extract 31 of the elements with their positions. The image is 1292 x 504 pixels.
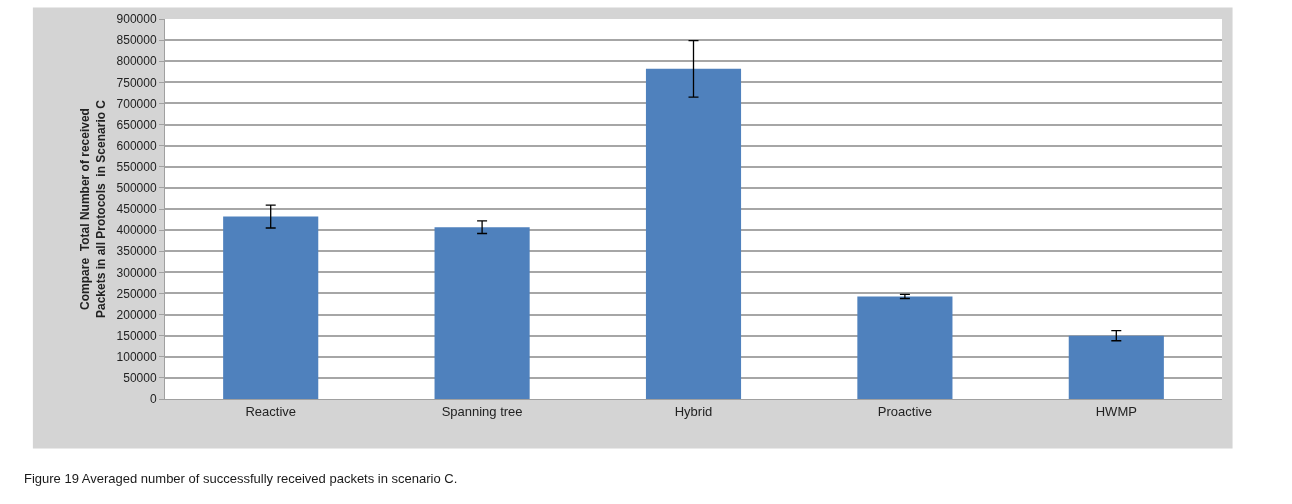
- x-tick-label: Reactive: [245, 403, 296, 419]
- bar: [1068, 335, 1164, 399]
- caption: Figure 19 Averaged number of successfully received packets in scenario C.: [24, 471, 458, 486]
- y-tick-label: 250000: [116, 286, 157, 301]
- y-tick-label: 650000: [116, 117, 157, 132]
- y-tick-label: 0: [149, 392, 157, 407]
- y-tick-label: 400000: [116, 223, 157, 238]
- y-tick-label: 700000: [116, 96, 157, 111]
- x-tick-label: HWMP: [1095, 403, 1137, 419]
- y-tick-label: 850000: [116, 33, 157, 48]
- bar: [857, 296, 953, 399]
- y-tick-label: 300000: [116, 265, 157, 280]
- y-tick-label: 800000: [116, 54, 157, 69]
- y-tick-label: 600000: [116, 138, 157, 153]
- x-tick-label: Spanning tree: [441, 403, 523, 419]
- y-tick-label: 100000: [116, 349, 157, 364]
- y-tick-label: 350000: [116, 244, 157, 259]
- bar: [645, 68, 742, 399]
- y-tick-label: 750000: [116, 75, 157, 90]
- y-tick-label: 150000: [116, 328, 157, 343]
- y-tick-label: 550000: [116, 159, 157, 174]
- y-tick-label: 50000: [123, 371, 157, 386]
- x-tick-label: Hybrid: [674, 403, 713, 419]
- y-tick-label: 900000: [116, 12, 157, 27]
- y-tick-label: 200000: [116, 307, 157, 322]
- y-axis-title: Compare Total Number of received Packets in all Protocols in Scenario C: [78, 99, 108, 319]
- y-tick-label: 450000: [116, 202, 157, 217]
- x-tick-label: Proactive: [877, 403, 932, 419]
- y-tick-label: 500000: [116, 181, 157, 196]
- bar: [434, 227, 530, 399]
- bar: [223, 216, 319, 399]
